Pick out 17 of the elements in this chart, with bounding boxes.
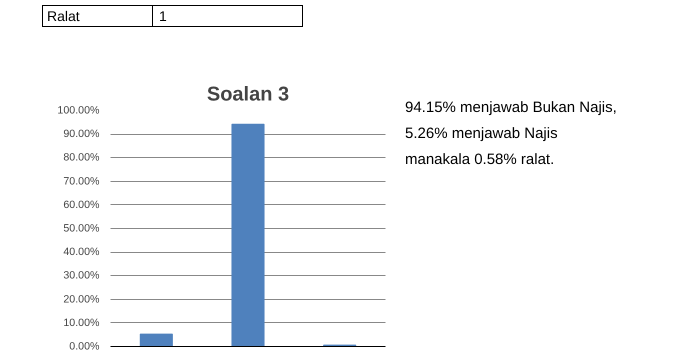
y-tick-label: 70.00%: [63, 175, 100, 188]
y-tick-label: 90.00%: [63, 128, 100, 140]
y-tick-label: 10.00%: [63, 316, 100, 329]
y-tick-label: 60.00%: [63, 198, 100, 211]
y-tick-label: 100.00%: [57, 104, 100, 116]
bar: [140, 334, 173, 346]
y-tick-label: 30.00%: [63, 270, 100, 282]
bar: [231, 124, 265, 346]
text: Ralat: [42, 6, 152, 26]
y-tick-label: 40.00%: [63, 246, 100, 258]
y-tick-label: 80.00%: [63, 152, 100, 164]
y-tick-label: 20.00%: [63, 293, 100, 306]
text: 1: [152, 6, 302, 26]
chart-title: Soalan 3: [206, 84, 290, 106]
y-tick-label: 50.00%: [63, 222, 100, 234]
text: 94.15% menjawab Bukan Najis, 5.26% menjawab Najis manakala 0.58% ralat.: [405, 98, 618, 170]
y-tick-label: 0.00%: [69, 340, 100, 352]
